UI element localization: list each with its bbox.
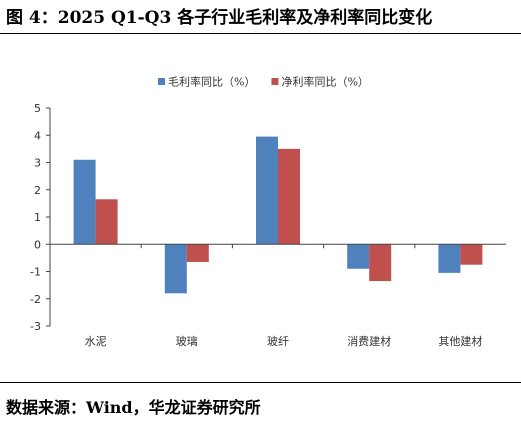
source-rule bbox=[0, 382, 521, 383]
bar-net-margin-2 bbox=[186, 244, 209, 262]
y-tick-label: 3 bbox=[34, 157, 41, 170]
x-category-label: 玻纤 bbox=[267, 335, 289, 348]
bar-gross-margin-2 bbox=[164, 244, 187, 294]
x-category-label: 其他建材 bbox=[438, 334, 482, 348]
y-tick-label: -1 bbox=[30, 266, 41, 279]
y-tick-label: 1 bbox=[34, 211, 41, 224]
source-note: 数据来源：Wind，华龙证券研究所 bbox=[6, 398, 261, 417]
bar-gross-margin-3 bbox=[256, 136, 278, 245]
y-tick-label: -3 bbox=[30, 320, 41, 333]
bar-chart: 毛利率同比（%） 净利率同比（%） -3 -2 -1 0 1 2 3 4 5 水泥 玻璃 玻纤 消费建材… bbox=[30, 75, 506, 348]
title-rule bbox=[0, 33, 521, 34]
x-category-label: 玻璃 bbox=[176, 334, 198, 348]
legend: 毛利率同比（%） 净利率同比（%） bbox=[158, 75, 369, 89]
y-tick-label: 2 bbox=[34, 184, 41, 197]
legend-swatch bbox=[158, 78, 165, 85]
bar-net-margin-4 bbox=[369, 244, 392, 282]
bar-net-margin-5 bbox=[460, 244, 483, 265]
x-category-label: 消费建材 bbox=[347, 334, 391, 348]
y-axis: -3 -2 -1 0 1 2 3 4 5 bbox=[30, 102, 51, 333]
bar-gross-margin-4 bbox=[347, 244, 370, 269]
bars bbox=[73, 136, 483, 294]
bar-net-margin-3 bbox=[278, 148, 300, 245]
x-category-label: 水泥 bbox=[85, 335, 107, 348]
figure-title: 图 4：2025 Q1-Q3 各子行业毛利率及净利率同比变化 bbox=[6, 8, 433, 28]
legend-label: 净利率同比（%） bbox=[281, 75, 368, 89]
y-tick-label: 4 bbox=[34, 129, 41, 142]
legend-label: 毛利率同比（%） bbox=[168, 75, 255, 89]
bar-net-margin-1 bbox=[95, 199, 118, 245]
legend-swatch bbox=[271, 78, 279, 85]
bar-gross-margin-1 bbox=[73, 159, 96, 245]
y-tick-label: 5 bbox=[34, 102, 41, 115]
bar-gross-margin-5 bbox=[438, 244, 461, 273]
x-axis: 水泥 玻璃 玻纤 消费建材 其他建材 bbox=[50, 243, 506, 348]
y-tick-label: 0 bbox=[34, 238, 41, 251]
y-tick-label: -2 bbox=[30, 293, 41, 306]
